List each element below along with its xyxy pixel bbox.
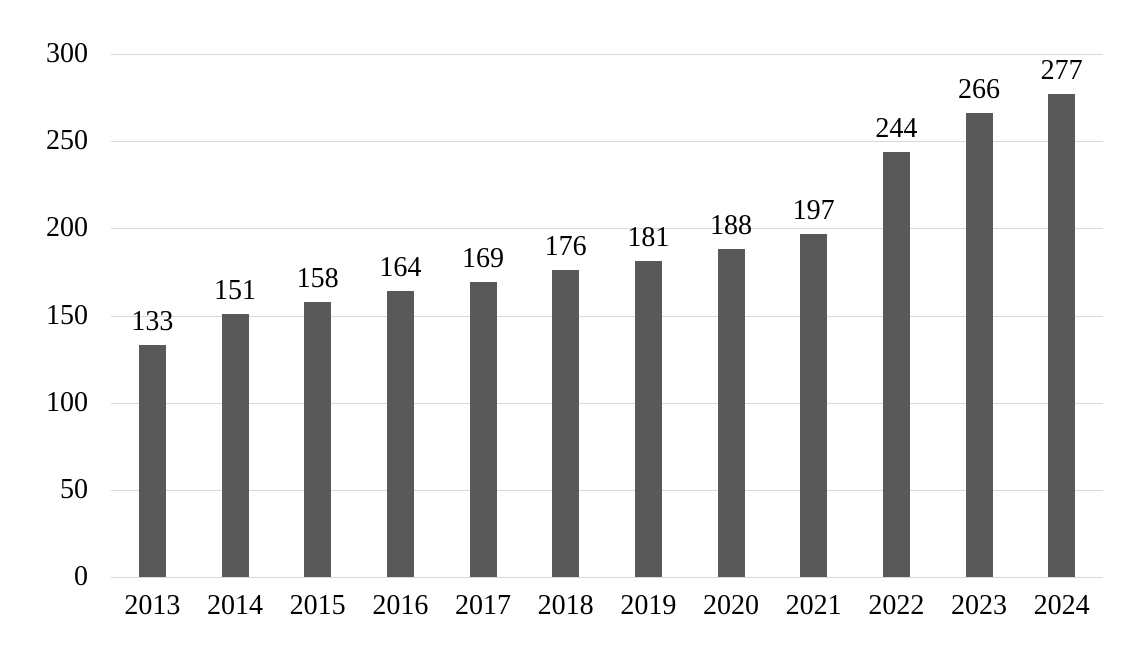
x-tick-label: 2023 [950, 590, 1007, 621]
gridline [111, 141, 1103, 143]
bar [1048, 94, 1076, 577]
bar [552, 270, 580, 577]
gridline [111, 228, 1103, 230]
bar [717, 249, 745, 577]
bar-value-label: 277 [1040, 55, 1083, 87]
bar-value-label: 169 [461, 243, 504, 275]
x-tick-label: 2019 [620, 590, 677, 621]
x-tick-label: 2020 [702, 590, 759, 621]
bar-value-label: 158 [296, 262, 339, 294]
y-tick-label: 150 [46, 299, 88, 331]
y-tick-label: 200 [46, 212, 88, 244]
bar-value-label: 197 [792, 194, 835, 226]
bar [634, 261, 662, 577]
bar [800, 233, 828, 577]
gridline [111, 54, 1103, 55]
gridline [111, 402, 1103, 404]
bar-value-label: 133 [131, 306, 174, 338]
bar-value-label: 266 [957, 74, 1000, 106]
y-tick-label: 300 [46, 38, 88, 69]
x-tick-label: 2013 [124, 590, 181, 621]
x-tick-label: 2021 [785, 590, 842, 621]
x-tick-label: 2018 [537, 590, 594, 621]
gridline [111, 315, 1103, 317]
bar [386, 291, 414, 577]
bar-value-label: 244 [875, 112, 918, 144]
bar-value-label: 164 [379, 252, 422, 284]
bar [304, 301, 332, 577]
y-tick-label: 50 [60, 473, 88, 505]
x-tick-label: 2014 [206, 590, 263, 621]
y-tick-label: 100 [46, 386, 88, 418]
bar-value-label: 188 [709, 210, 752, 242]
bar-value-label: 151 [213, 274, 256, 306]
x-tick-label: 2017 [454, 590, 511, 621]
bar-value-label: 181 [627, 222, 670, 254]
bar [469, 282, 497, 577]
bar [138, 345, 166, 577]
bar [965, 113, 993, 577]
gridline [111, 489, 1103, 491]
bar [221, 313, 249, 577]
x-tick-label: 2016 [372, 590, 429, 621]
bar [882, 151, 910, 577]
x-tick-label: 2015 [289, 590, 346, 621]
bar-value-label: 176 [544, 231, 587, 263]
x-tick-label: 2022 [868, 590, 925, 621]
x-axis-line [111, 577, 1103, 578]
x-tick-label: 2024 [1033, 590, 1090, 621]
y-tick-label: 0 [74, 561, 88, 592]
y-tick-label: 250 [46, 125, 88, 157]
